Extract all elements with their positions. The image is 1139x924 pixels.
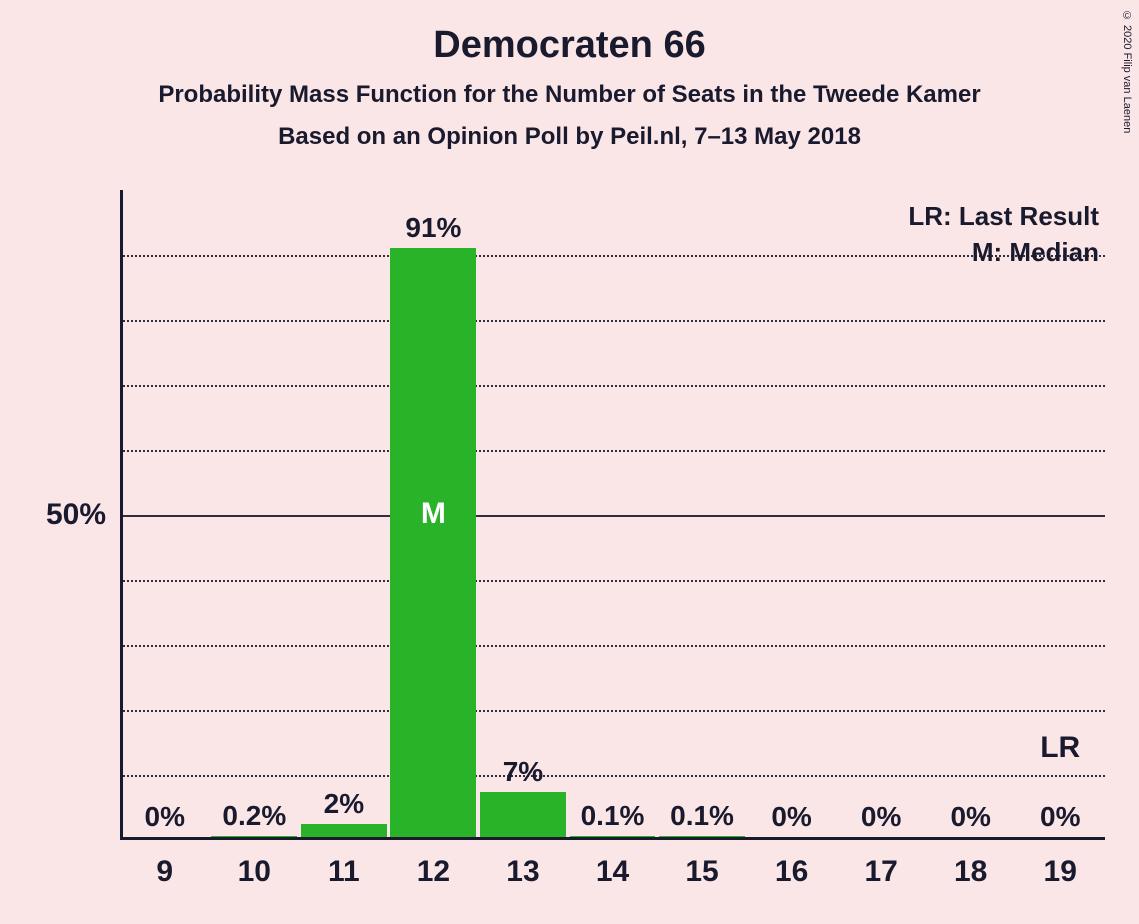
- bar: 0.1%: [570, 836, 656, 837]
- bars-container: 0%90.2%102%1191%12M7%130.1%140.1%150%160…: [120, 190, 1105, 837]
- x-tick-label: 9: [156, 855, 173, 889]
- x-axis: [120, 837, 1105, 840]
- bar-value-label: 0%: [771, 801, 811, 833]
- bar-value-label: 0%: [1040, 801, 1080, 833]
- bar-value-label: 0.1%: [581, 800, 645, 832]
- x-tick-label: 17: [864, 855, 897, 889]
- chart-title: Democraten 66: [0, 24, 1139, 67]
- bar: 0.2%: [211, 836, 297, 837]
- bar: 91%: [390, 248, 476, 837]
- bar: 0.1%: [659, 836, 745, 837]
- legend-m: M: Median: [908, 234, 1099, 270]
- titles-block: Democraten 66 Probability Mass Function …: [0, 24, 1139, 151]
- bar-value-label: 2%: [324, 788, 364, 820]
- x-tick-label: 19: [1044, 855, 1077, 889]
- bar-slot: 0%9: [120, 190, 210, 837]
- x-tick-label: 11: [328, 855, 360, 889]
- x-tick-label: 14: [596, 855, 629, 889]
- bar-slot: 0%18: [926, 190, 1016, 837]
- bar-slot: 91%12M: [389, 190, 479, 837]
- x-tick-label: 12: [417, 855, 450, 889]
- bar-slot: 0.1%15: [657, 190, 747, 837]
- bar-slot: 0.1%14: [568, 190, 658, 837]
- bar-value-label: 0%: [950, 801, 990, 833]
- chart-legend: LR: Last Result M: Median: [908, 198, 1099, 271]
- y-tick-label: 50%: [46, 498, 120, 532]
- chart-subtitle-2: Based on an Opinion Poll by Peil.nl, 7–1…: [0, 123, 1139, 151]
- x-tick-label: 13: [506, 855, 539, 889]
- x-tick-label: 16: [775, 855, 808, 889]
- bar-slot: 0%17: [836, 190, 926, 837]
- bar-value-label: 91%: [405, 212, 461, 244]
- bar-slot: 0%19LR: [1015, 190, 1105, 837]
- bar-value-label: 7%: [503, 756, 543, 788]
- chart-subtitle-1: Probability Mass Function for the Number…: [0, 81, 1139, 109]
- bar-slot: 0.2%10: [210, 190, 300, 837]
- bar-value-label: 0%: [861, 801, 901, 833]
- bar: 7%: [480, 792, 566, 837]
- legend-lr: LR: Last Result: [908, 198, 1099, 234]
- x-tick-label: 18: [954, 855, 987, 889]
- bar-slot: 7%13: [478, 190, 568, 837]
- x-tick-label: 10: [238, 855, 271, 889]
- bar: 2%: [301, 824, 387, 837]
- x-tick-label: 15: [685, 855, 718, 889]
- plot-region: 0%90.2%102%1191%12M7%130.1%140.1%150%160…: [120, 190, 1105, 840]
- bar-value-label: 0.1%: [670, 800, 734, 832]
- bar-slot: 2%11: [299, 190, 389, 837]
- bar-slot: 0%16: [747, 190, 837, 837]
- last-result-marker: LR: [1040, 731, 1080, 765]
- bar-value-label: 0%: [145, 801, 185, 833]
- median-marker: M: [421, 497, 446, 529]
- chart-area: 0%90.2%102%1191%12M7%130.1%140.1%150%160…: [120, 190, 1105, 840]
- bar-value-label: 0.2%: [222, 800, 286, 832]
